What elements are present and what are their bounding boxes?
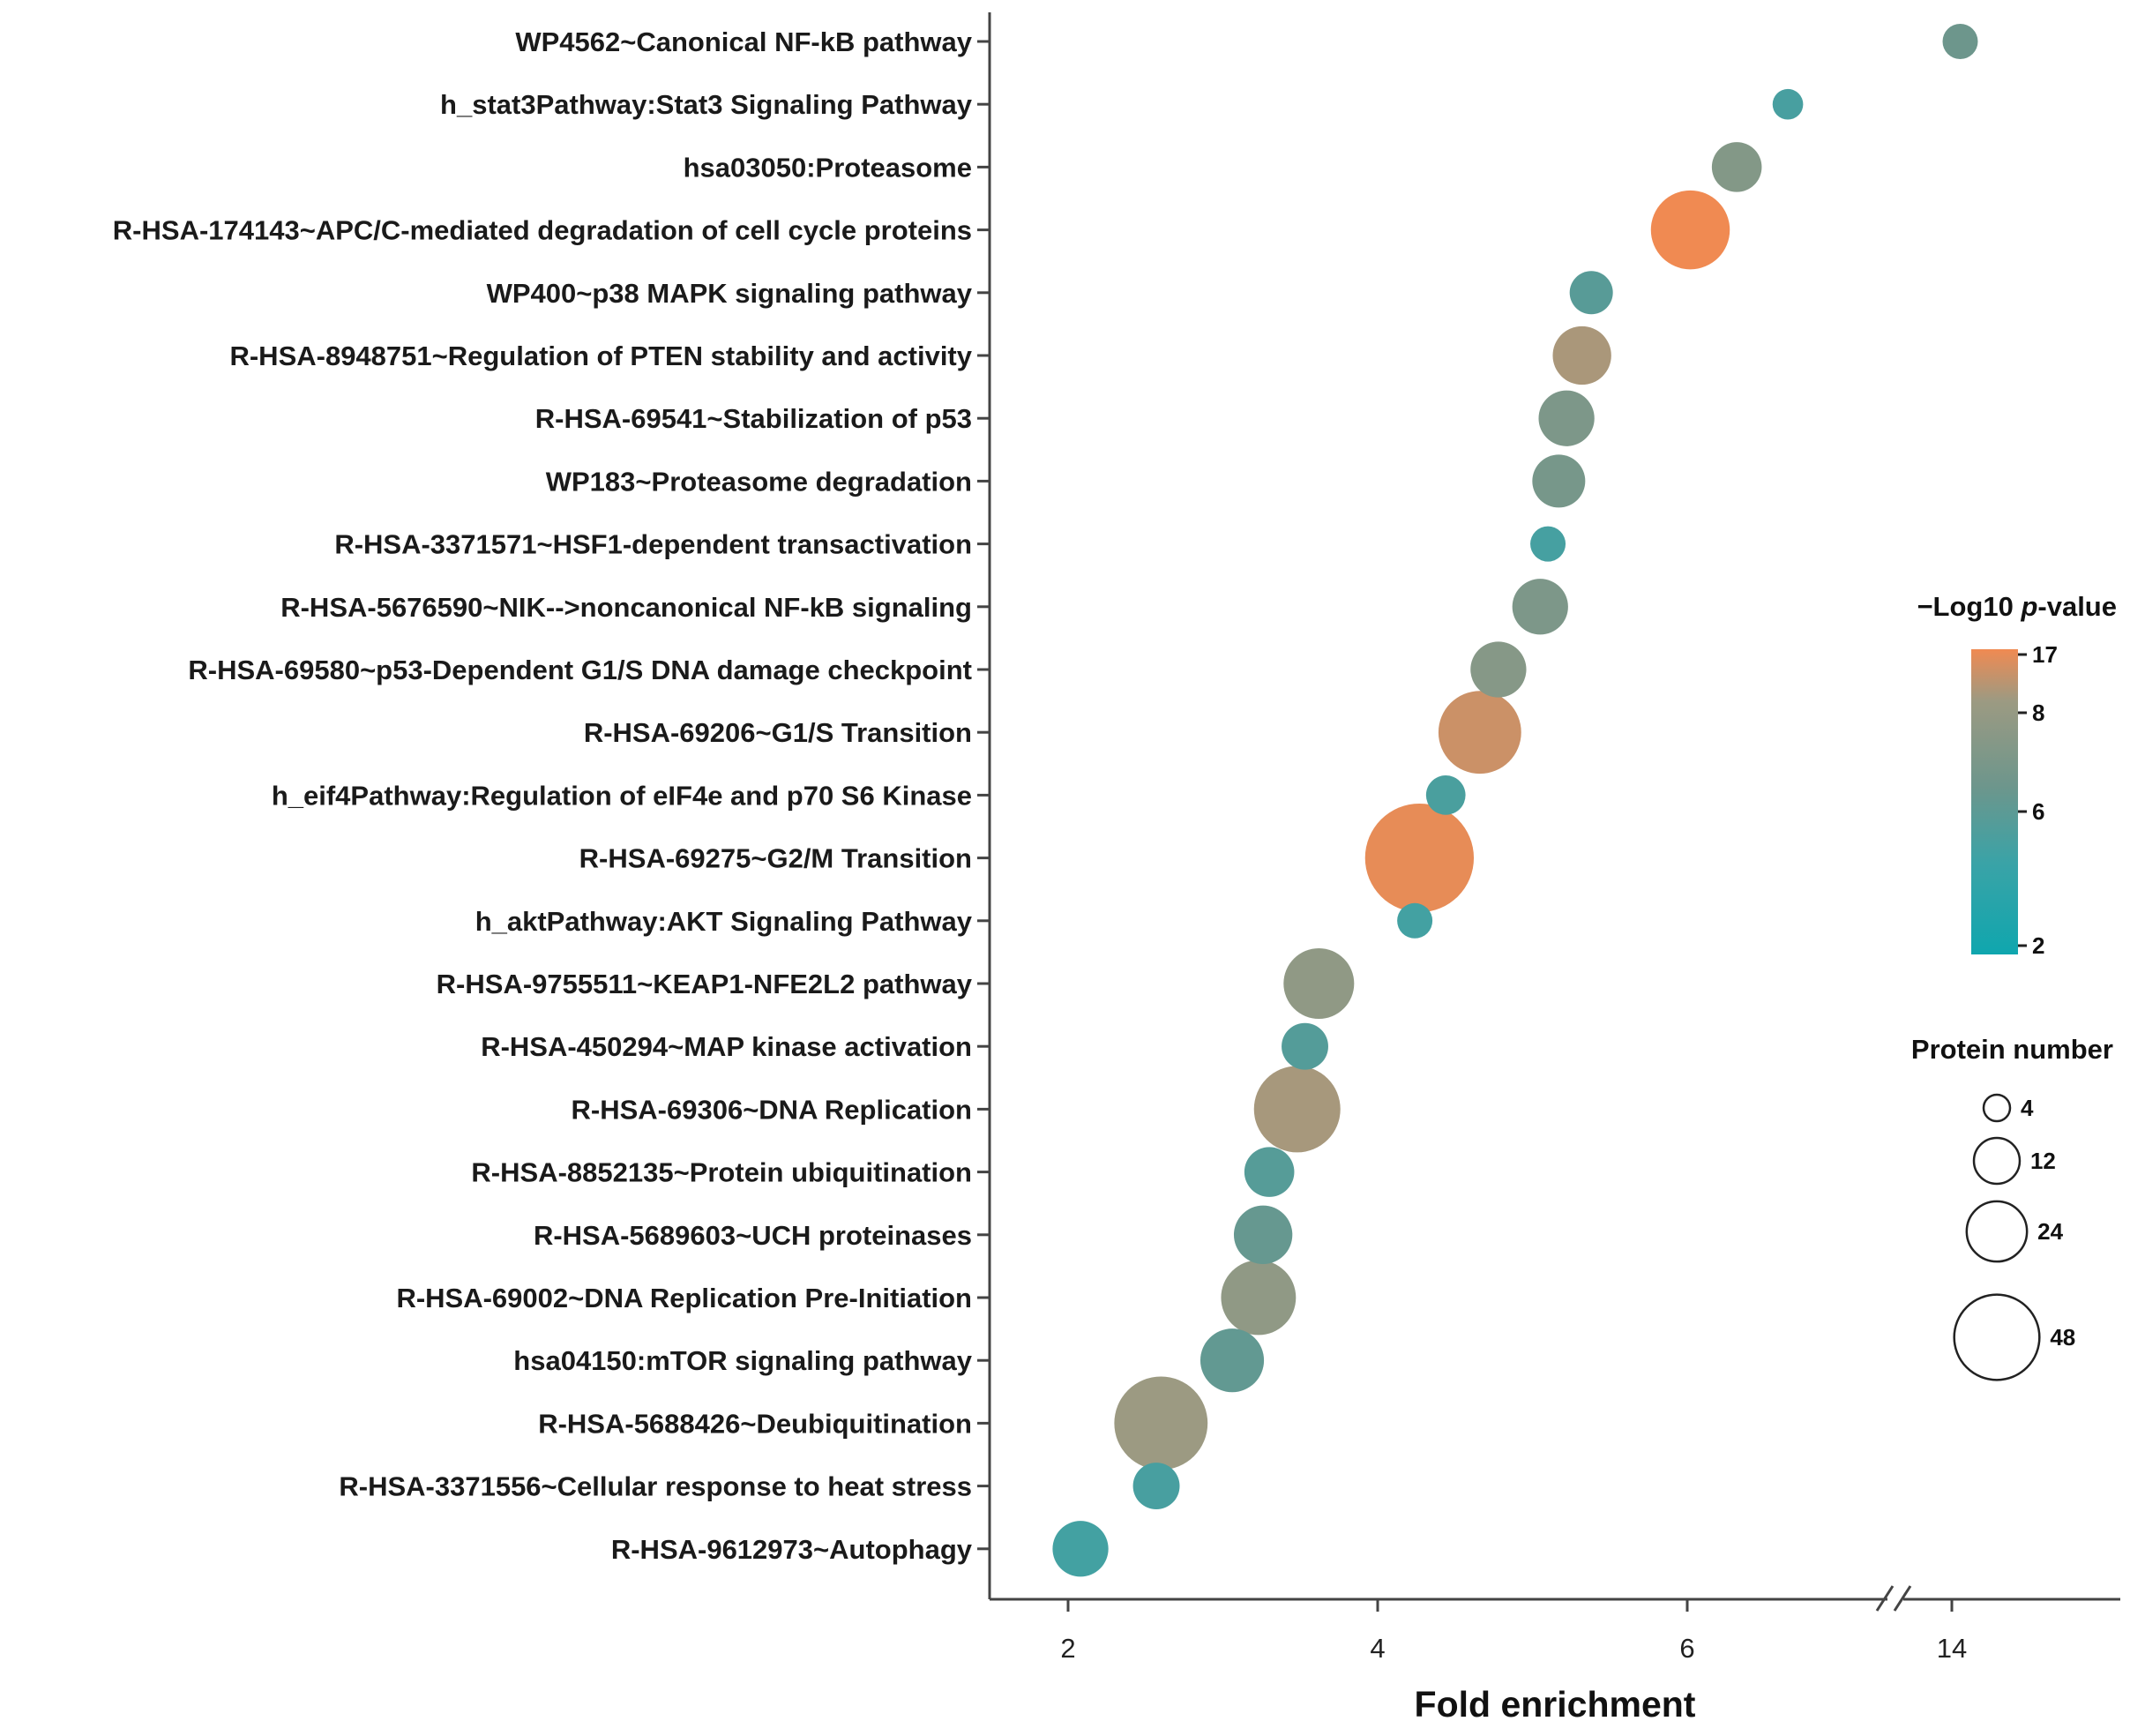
x-ticks: 2 4 6 14 xyxy=(1060,1599,1967,1664)
legend-title-prefix: −Log10 xyxy=(1917,591,2021,622)
size-legend-label: 12 xyxy=(2030,1148,2056,1174)
size-legend-circle xyxy=(1965,1200,2029,1263)
size-legend-circle xyxy=(1972,1136,2022,1186)
bubble xyxy=(1397,902,1433,939)
bubble xyxy=(1221,1260,1297,1336)
bubble xyxy=(1425,775,1466,815)
y-tick-label: R-HSA-8852135~Protein ubiquitination xyxy=(471,1157,972,1188)
y-tick-label: h_eif4Pathway:Regulation of eIF4e and p7… xyxy=(272,780,972,811)
bubble xyxy=(1282,1022,1328,1070)
y-tick-label: R-HSA-5676590~NIK-->noncanonical NF-kB s… xyxy=(280,592,972,623)
y-tick-label: R-HSA-3371556~Cellular response to heat … xyxy=(339,1471,972,1502)
y-tick-label: R-HSA-5688426~Deubiquitination xyxy=(538,1408,972,1439)
bubble xyxy=(1283,948,1355,1019)
y-tick-label: hsa04150:mTOR signaling pathway xyxy=(513,1345,972,1376)
x-axis-title: Fold enrichment xyxy=(1415,1684,1696,1725)
size-legend: Protein number 4 12 24 48 xyxy=(1911,1034,2113,1381)
bubble xyxy=(1538,390,1595,446)
y-tick-label: R-HSA-69541~Stabilization of p53 xyxy=(535,403,972,434)
y-tick-label: R-HSA-69206~G1/S Transition xyxy=(584,717,972,748)
size-legend-label: 48 xyxy=(2050,1324,2075,1351)
color-legend-title: −Log10 p-value xyxy=(1917,591,2117,622)
bubble xyxy=(1470,641,1527,698)
y-tick-label: hsa03050:Proteasome xyxy=(684,152,972,183)
color-legend-tick-label: 17 xyxy=(2032,641,2058,668)
bubble xyxy=(1132,1463,1180,1510)
color-legend-tick-label: 2 xyxy=(2032,932,2044,959)
size-legend-circle xyxy=(1982,1093,2012,1123)
color-legend: −Log10 p-value 17 8 6 2 xyxy=(1917,591,2117,959)
bubble xyxy=(1253,1066,1341,1153)
size-legend-label: 24 xyxy=(2037,1218,2063,1245)
y-tick-label: R-HSA-9755511~KEAP1-NFE2L2 pathway xyxy=(437,969,973,999)
bubble xyxy=(1532,454,1586,508)
y-tick-label: WP183~Proteasome degradation xyxy=(546,466,972,497)
size-legend-label: 4 xyxy=(2021,1095,2034,1121)
x-tick-label: 2 xyxy=(1060,1633,1075,1664)
y-tick-label: R-HSA-69306~DNA Replication xyxy=(572,1094,973,1125)
size-legend-items: 4 12 24 48 xyxy=(1953,1093,2075,1381)
y-tick-label: R-HSA-5689603~UCH proteinases xyxy=(534,1220,972,1251)
bubbles xyxy=(1052,24,1978,1577)
y-tick-label: R-HSA-69580~p53-Dependent G1/S DNA damag… xyxy=(188,655,972,685)
bubble xyxy=(1569,271,1613,315)
bubble xyxy=(1552,326,1611,385)
axes xyxy=(988,12,2120,1612)
color-legend-tick-label: 8 xyxy=(2032,700,2044,726)
y-ticks: WP4562~Canonical NF-kB pathway h_stat3Pat… xyxy=(113,26,990,1565)
y-tick-label: R-HSA-3371571~HSF1-dependent transactiva… xyxy=(334,529,972,560)
bubble xyxy=(1711,142,1762,192)
bubble xyxy=(1233,1205,1293,1264)
y-tick-label: R-HSA-9612973~Autophagy xyxy=(611,1534,973,1565)
x-tick-label: 6 xyxy=(1679,1633,1694,1664)
bubble xyxy=(1512,579,1568,635)
bubble xyxy=(1650,190,1730,270)
color-legend-tick-label: 6 xyxy=(2032,798,2044,825)
bubble xyxy=(1052,1521,1109,1577)
y-tick-label: R-HSA-69275~G2/M Transition xyxy=(579,843,972,874)
bubble xyxy=(1200,1328,1265,1393)
bubble xyxy=(1942,24,1978,59)
y-tick-label: R-HSA-450294~MAP kinase activation xyxy=(481,1031,972,1062)
size-legend-circle xyxy=(1953,1293,2041,1381)
bubble xyxy=(1438,691,1521,774)
y-tick-label: R-HSA-69002~DNA Replication Pre-Initiati… xyxy=(396,1283,972,1313)
legend-title-suffix: -value xyxy=(2037,591,2117,622)
bubble xyxy=(1772,88,1804,120)
y-tick-label: WP400~p38 MAPK signaling pathway xyxy=(487,278,973,309)
bubble xyxy=(1114,1376,1208,1470)
color-legend-ticks: 17 8 6 2 xyxy=(2018,641,2058,959)
x-tick-label: 14 xyxy=(1937,1633,1967,1664)
bubble xyxy=(1244,1147,1295,1197)
size-legend-title: Protein number xyxy=(1911,1034,2113,1065)
y-tick-label: R-HSA-174143~APC/C-mediated degradation … xyxy=(113,215,972,246)
y-tick-label: h_aktPathway:AKT Signaling Pathway xyxy=(475,906,973,937)
axis-break-marker xyxy=(1875,1585,1912,1612)
color-legend-bar xyxy=(1971,649,2018,954)
x-tick-label: 4 xyxy=(1370,1633,1385,1664)
y-tick-label: WP4562~Canonical NF-kB pathway xyxy=(515,26,972,57)
y-tick-label: h_stat3Pathway:Stat3 Signaling Pathway xyxy=(440,89,973,120)
y-tick-label: R-HSA-8948751~Regulation of PTEN stabili… xyxy=(229,340,972,371)
legend-title-italic: p xyxy=(2020,591,2037,622)
bubble xyxy=(1530,526,1566,562)
bubble xyxy=(1364,803,1475,913)
